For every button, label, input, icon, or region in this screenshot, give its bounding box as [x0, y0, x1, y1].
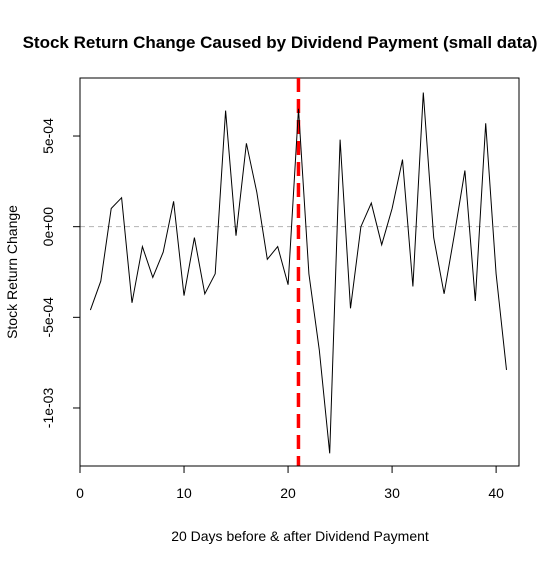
y-tick-label: 5e-04: [40, 118, 56, 154]
x-tick-label: 0: [76, 485, 84, 501]
x-tick-label: 20: [280, 485, 296, 501]
y-axis: -1e-03 -5e-04 0e+00 5e-04: [40, 118, 81, 429]
x-tick-label: 40: [488, 485, 504, 501]
x-tick-label: 30: [384, 485, 400, 501]
x-tick-label: 10: [176, 485, 192, 501]
y-tick-label: -5e-04: [40, 297, 56, 338]
y-tick-label: 0e+00: [40, 207, 56, 247]
y-axis-label: Stock Return Change: [4, 205, 20, 339]
reference-lines: [80, 78, 519, 466]
x-axis-label: 20 Days before & after Dividend Payment: [171, 528, 429, 544]
y-tick-label: -1e-03: [40, 388, 56, 429]
chart-title: Stock Return Change Caused by Dividend P…: [23, 33, 538, 52]
series-layer: [89, 92, 507, 454]
series-line: [89, 92, 507, 454]
x-axis: 0 10 20 30 40: [76, 465, 504, 501]
